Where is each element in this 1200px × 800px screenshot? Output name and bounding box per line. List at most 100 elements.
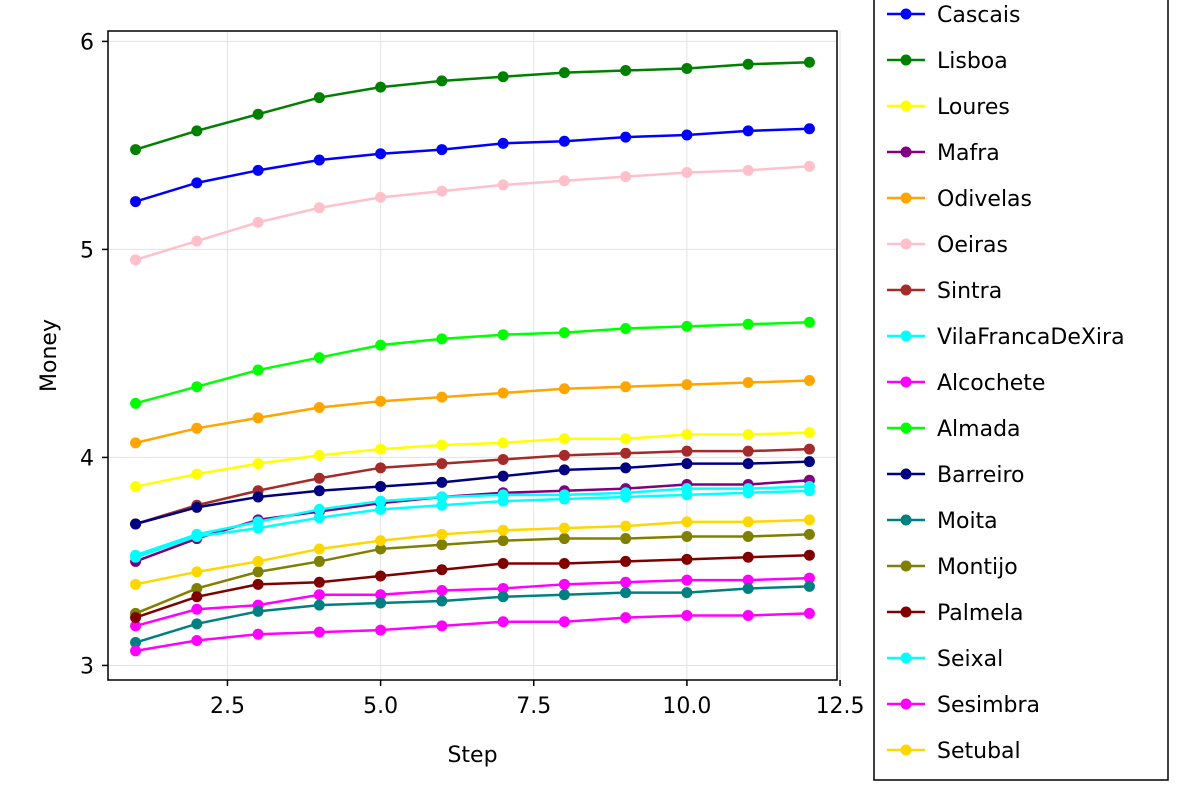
data-point [558,383,570,395]
series-lisboa [130,56,815,156]
data-point [558,464,570,476]
data-point [681,445,693,457]
data-point [620,555,632,567]
series-almada [130,316,815,409]
data-point [803,56,815,68]
legend-swatch-marker [900,8,912,20]
data-point [742,610,754,622]
data-point [803,528,815,540]
legend-swatch-marker [900,192,912,204]
y-axis-label: Money [37,319,62,392]
series-line [135,379,810,445]
data-point [681,62,693,74]
data-point [191,582,203,594]
legend-item: Moita [887,509,998,534]
data-point [436,620,448,632]
data-point [375,339,387,351]
data-point [252,605,264,617]
data-point [130,578,142,590]
legend-swatch-marker [900,606,912,618]
legend-label: Cascais [937,3,1020,28]
legend-swatch-marker [900,376,912,388]
data-point [681,320,693,332]
data-point [436,144,448,156]
data-point [252,566,264,578]
legend-label: Palmela [937,601,1023,626]
data-point [375,462,387,474]
plot-area [130,56,815,657]
series-line [135,447,810,526]
legend-item: Setubal [887,739,1021,764]
y-tick-label: 4 [80,446,94,471]
data-point [803,580,815,592]
data-point [313,555,325,567]
data-point [742,164,754,176]
data-point [191,235,203,247]
data-point [252,108,264,120]
legend-item: Seixal [887,647,1003,672]
data-point [436,333,448,345]
data-point [620,576,632,588]
data-point [313,402,325,414]
data-point [803,572,815,584]
legend-swatch-marker [900,54,912,66]
data-point [313,503,325,515]
data-point [681,458,693,470]
data-point [497,524,509,536]
series-loures [130,426,815,493]
data-point [313,202,325,214]
data-point [130,620,142,632]
x-axis-label: Step [447,743,497,768]
data-point [681,429,693,441]
legend-box [873,0,1169,781]
data-point [620,65,632,77]
data-point [252,364,264,376]
data-point [558,449,570,461]
data-point [803,485,815,497]
series-line [135,431,810,488]
data-point [558,327,570,339]
legend-label: Seixal [937,647,1003,672]
data-point [375,597,387,609]
x-tick-label: 7.5 [516,694,551,719]
legend-swatch-marker [900,146,912,158]
legend-swatch-marker [900,698,912,710]
data-point [558,493,570,505]
data-point [681,129,693,141]
data-point [558,175,570,187]
data-point [558,67,570,79]
y-tick-label: 5 [80,238,94,263]
legend-swatch-marker [900,744,912,756]
data-point [742,125,754,137]
data-point [436,595,448,607]
data-point [681,489,693,501]
legend-label: Montijo [937,555,1018,580]
data-point [252,458,264,470]
legend: Cascais Lisboa Loures Mafra Odivelas Oeiras Si… [873,0,1169,781]
data-point [130,196,142,208]
data-point [436,185,448,197]
legend-item: Sintra [887,279,1002,304]
data-point [497,616,509,628]
data-point [497,495,509,507]
legend-item: Odivelas [887,187,1032,212]
data-point [681,574,693,586]
series-barreiro [130,456,815,530]
data-point [313,626,325,638]
legend-item: Palmela [887,601,1023,626]
data-point [742,530,754,542]
series-line [135,485,810,557]
data-point [620,491,632,503]
data-point [620,520,632,532]
legend-label: Loures [937,95,1010,120]
data-point [252,164,264,176]
x-tick-label: 2.5 [210,694,245,719]
data-point [742,445,754,457]
data-point [620,612,632,624]
series-line [135,576,810,628]
data-point [681,166,693,178]
legend-label: Sintra [937,279,1002,304]
data-point [742,574,754,586]
data-point [436,491,448,503]
data-point [130,144,142,156]
